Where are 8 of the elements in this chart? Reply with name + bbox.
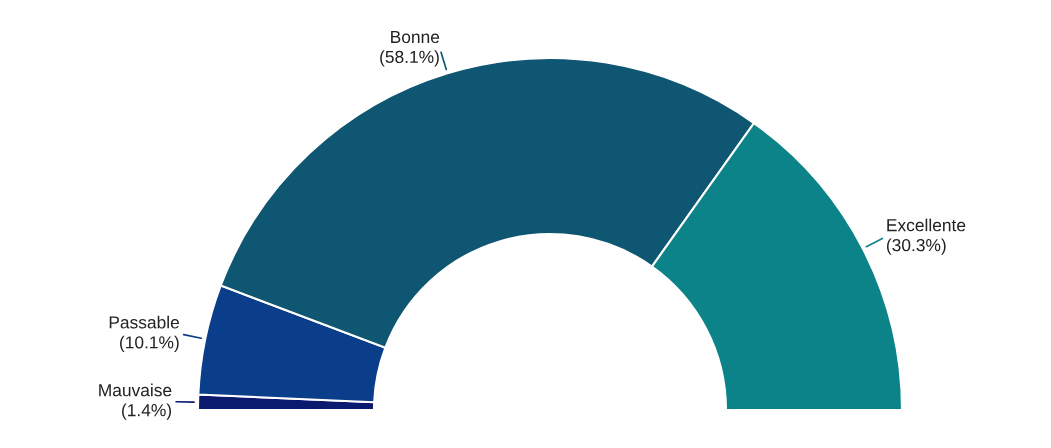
data-label: (30.3%) [886,238,946,255]
slice-label: Passable [109,315,179,329]
slice-label: Mauvaise [99,383,172,397]
data-label: (10.1%) [120,335,179,352]
data-label: (1.4%) [122,403,172,420]
slice-label: Bonne [391,30,440,44]
data-label: (58.1%) [380,50,439,67]
slice-label: Excellente [887,218,966,232]
